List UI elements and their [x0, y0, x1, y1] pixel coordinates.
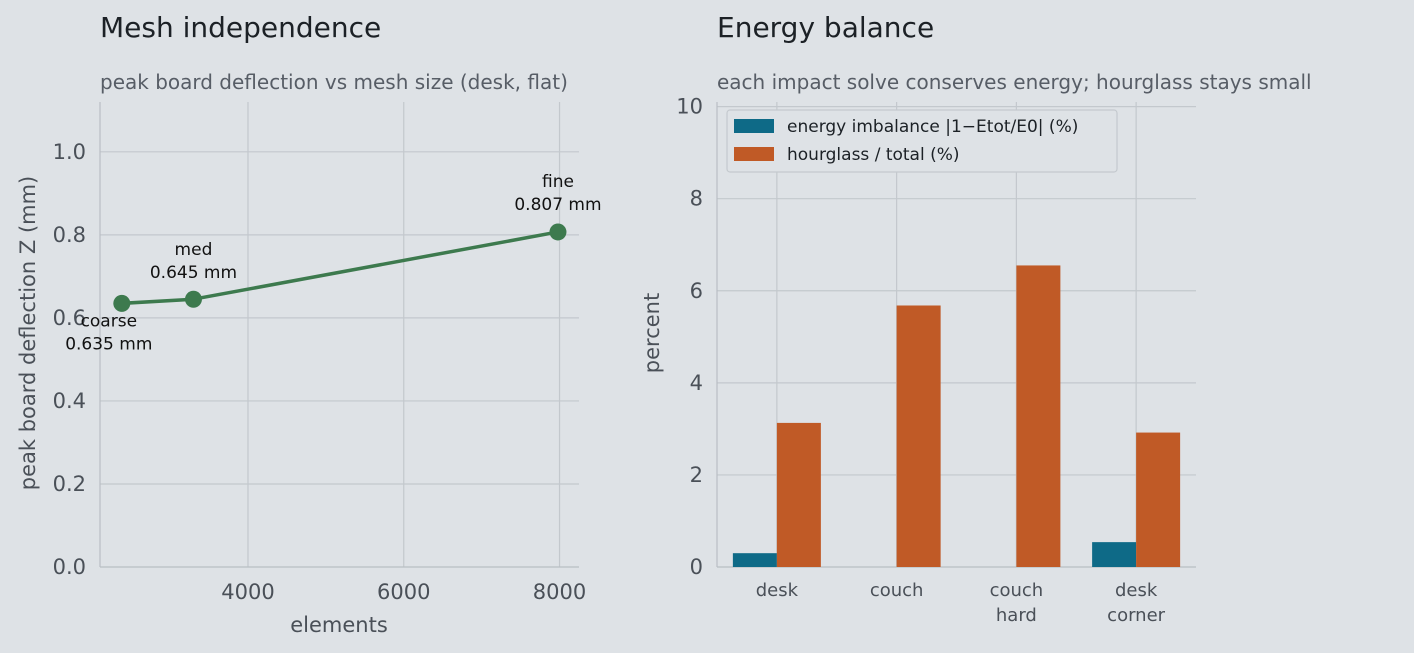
bar-chart-title: Energy balance — [717, 11, 934, 44]
x-category-label: couch — [870, 580, 924, 601]
bar-chart-plot: 0 2 4 6 8 10 desk couch couch hard desk corner — [676, 95, 1196, 626]
point-name-label: med — [175, 240, 213, 260]
legend-entry: hourglass / total (%) — [787, 145, 960, 165]
y-tick-label: 4 — [690, 371, 703, 395]
line-chart-plot: 4000 6000 8000 0.0 0.2 0.4 0.6 0.8 1.0 coarse 0.63… — [53, 102, 602, 604]
y-tick-label: 0.0 — [53, 555, 86, 579]
bar-chart-legend: energy imbalance |1−Etot/E0| (%) hourglas… — [726, 109, 1118, 173]
x-tick-label: 8000 — [533, 580, 586, 604]
legend-swatch — [734, 147, 774, 161]
legend-swatch — [734, 119, 774, 133]
x-tick-label: 6000 — [377, 580, 430, 604]
bar-chart-subtitle: each impact solve conserves energy; hour… — [717, 70, 1312, 94]
y-tick-label: 2 — [690, 463, 703, 487]
y-tick-label: 10 — [676, 95, 703, 119]
y-tick-label: 6 — [690, 279, 703, 303]
y-tick-label: 0 — [690, 555, 703, 579]
bar-energy-imbalance — [732, 553, 777, 567]
x-category-label: desk — [1115, 580, 1158, 601]
y-tick-label: 0.2 — [53, 472, 86, 496]
bar-hourglass — [1136, 432, 1181, 567]
x-tick-label: 4000 — [221, 580, 274, 604]
y-tick-label: 8 — [690, 187, 703, 211]
bar-hourglass — [896, 305, 941, 567]
x-category-label: corner — [1107, 605, 1165, 626]
bar-energy-imbalance — [1092, 542, 1137, 567]
line-chart-y-axis-label: peak board deflection Z (mm) — [16, 176, 40, 490]
bar-hourglass — [776, 422, 821, 567]
point-value-label: 0.635 mm — [65, 334, 152, 354]
y-tick-label: 0.6 — [53, 306, 86, 330]
y-tick-label: 0.4 — [53, 389, 86, 413]
y-tick-label: 0.8 — [53, 223, 86, 247]
x-category-label: couch — [990, 580, 1044, 601]
data-point — [184, 290, 202, 308]
point-value-label: 0.807 mm — [514, 195, 601, 215]
x-category-label: hard — [996, 605, 1037, 626]
line-chart-title: Mesh independence — [100, 11, 381, 44]
y-tick-label: 1.0 — [53, 140, 86, 164]
bar-chart-y-axis-label: percent — [640, 293, 664, 373]
data-point — [549, 223, 567, 241]
data-point — [113, 294, 131, 312]
legend-entry: energy imbalance |1−Etot/E0| (%) — [787, 117, 1078, 137]
point-name-label: coarse — [81, 311, 137, 331]
x-category-label: desk — [756, 580, 799, 601]
point-value-label: 0.645 mm — [150, 263, 237, 283]
line-chart-x-axis-label: elements — [290, 613, 388, 637]
bar-hourglass — [1016, 265, 1061, 567]
legend-box — [726, 109, 1118, 173]
line-chart-subtitle: peak board deflection vs mesh size (desk… — [100, 70, 568, 94]
point-name-label: fine — [542, 172, 574, 192]
